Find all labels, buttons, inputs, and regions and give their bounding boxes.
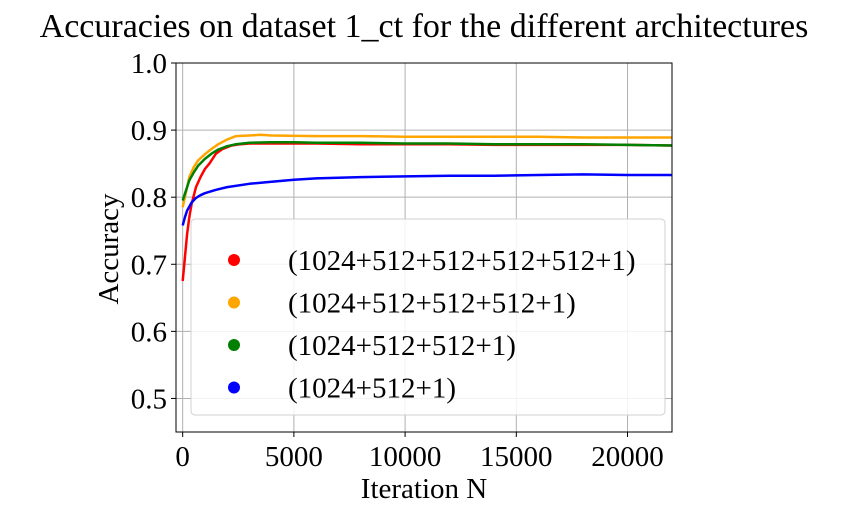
x-tick-label: 10000 [369,441,442,473]
legend: (1024+512+512+512+512+1) (1024+512+512+51… [190,218,666,416]
y-axis-label: Accuracy [93,193,125,305]
y-tick-label: 0.7 [131,249,167,281]
y-tick-label: 0.5 [131,383,167,415]
x-tick-label: 20000 [591,441,664,473]
axis-ticks: 0 5000 10000 15000 20000 0.5 0.6 0.7 0.8 0.9 1.0 [131,48,664,473]
legend-label: (1024+512+512+1) [288,330,516,362]
x-tick-label: 0 [175,441,190,473]
plot-frame [175,62,673,433]
x-tick-label: 5000 [265,441,323,473]
chart-title: Accuracies on dataset 1_ct for the diffe… [40,8,809,45]
legend-marker [228,254,240,266]
legend-marker [228,296,240,309]
y-tick-label: 1.0 [131,48,167,80]
series-line-3 [181,140,673,201]
x-tick-label: 15000 [480,441,553,473]
series-lines [181,133,673,282]
series-line-4 [181,173,672,226]
y-tick-label: 0.9 [131,115,167,147]
x-axis-label: Iteration N [361,473,487,505]
legend-marker [228,339,240,351]
legend-box [190,218,666,416]
legend-label: (1024+512+1) [288,373,456,405]
legend-label: (1024+512+512+512+512+1) [288,245,636,277]
series-line-2 [181,133,672,208]
legend-label: (1024+512+512+512+1) [288,288,576,320]
y-tick-label: 0.6 [131,316,167,348]
y-tick-label: 0.8 [131,182,167,214]
legend-marker [228,381,240,394]
